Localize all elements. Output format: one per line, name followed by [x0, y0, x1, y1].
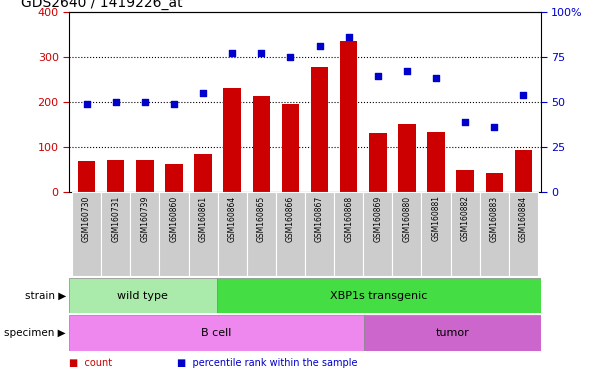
Text: wild type: wild type	[117, 291, 168, 301]
Bar	[427, 132, 445, 192]
Text: GSM160880: GSM160880	[403, 195, 412, 242]
Bar	[392, 192, 421, 276]
Text: GSM160739: GSM160739	[141, 195, 149, 242]
Point	[402, 68, 412, 74]
Text: GSM160860: GSM160860	[169, 195, 178, 242]
Bar	[78, 161, 96, 192]
Bar	[224, 88, 241, 192]
Bar	[282, 104, 299, 192]
Point	[519, 91, 528, 98]
Text: GSM160867: GSM160867	[315, 195, 324, 242]
Point	[489, 124, 499, 130]
Point	[344, 34, 353, 40]
Bar	[363, 192, 392, 276]
Bar	[340, 41, 358, 192]
Bar	[107, 159, 124, 192]
Bar	[311, 66, 328, 192]
Bar	[334, 192, 363, 276]
Bar	[189, 192, 218, 276]
Bar	[456, 170, 474, 192]
Point	[111, 99, 121, 105]
Text: specimen ▶: specimen ▶	[4, 328, 66, 338]
Text: GSM160864: GSM160864	[228, 195, 237, 242]
Bar	[130, 192, 159, 276]
Point	[257, 50, 266, 56]
Bar	[276, 192, 305, 276]
Bar	[364, 315, 541, 351]
Text: GSM160861: GSM160861	[198, 195, 207, 242]
Bar	[514, 151, 532, 192]
Text: XBP1s transgenic: XBP1s transgenic	[330, 291, 427, 301]
Point	[432, 75, 441, 81]
Point	[373, 73, 383, 79]
Bar	[421, 192, 451, 276]
Bar	[72, 192, 101, 276]
Bar	[69, 315, 364, 351]
Text: GSM160730: GSM160730	[82, 195, 91, 242]
Point	[82, 101, 91, 107]
Bar	[136, 159, 154, 192]
Bar	[69, 278, 216, 313]
Bar	[165, 164, 183, 192]
Point	[227, 50, 237, 56]
Bar	[509, 192, 538, 276]
Bar	[194, 154, 212, 192]
Text: GSM160884: GSM160884	[519, 195, 528, 242]
Bar	[451, 192, 480, 276]
Point	[460, 119, 470, 125]
Text: B cell: B cell	[201, 328, 232, 338]
Text: strain ▶: strain ▶	[25, 291, 66, 301]
Bar	[218, 192, 247, 276]
Bar	[216, 278, 541, 313]
Bar	[101, 192, 130, 276]
Text: GSM160869: GSM160869	[373, 195, 382, 242]
Bar	[305, 192, 334, 276]
Bar	[369, 133, 386, 192]
Text: GSM160882: GSM160882	[461, 195, 469, 242]
Point	[198, 90, 208, 96]
Bar	[398, 124, 416, 192]
Text: GSM160865: GSM160865	[257, 195, 266, 242]
Point	[140, 99, 150, 105]
Text: GSM160883: GSM160883	[490, 195, 499, 242]
Bar	[480, 192, 509, 276]
Text: GSM160731: GSM160731	[111, 195, 120, 242]
Text: ■  percentile rank within the sample: ■ percentile rank within the sample	[177, 358, 358, 368]
Point	[285, 53, 295, 60]
Text: GSM160881: GSM160881	[432, 195, 441, 242]
Text: ■  count: ■ count	[69, 358, 112, 368]
Text: GDS2640 / 1419226_at: GDS2640 / 1419226_at	[21, 0, 183, 10]
Text: tumor: tumor	[436, 328, 469, 338]
Text: GSM160868: GSM160868	[344, 195, 353, 242]
Point	[169, 101, 178, 107]
Text: GSM160866: GSM160866	[286, 195, 295, 242]
Point	[315, 43, 325, 49]
Bar	[486, 173, 503, 192]
Bar	[247, 192, 276, 276]
Bar	[159, 192, 189, 276]
Bar	[252, 96, 270, 192]
